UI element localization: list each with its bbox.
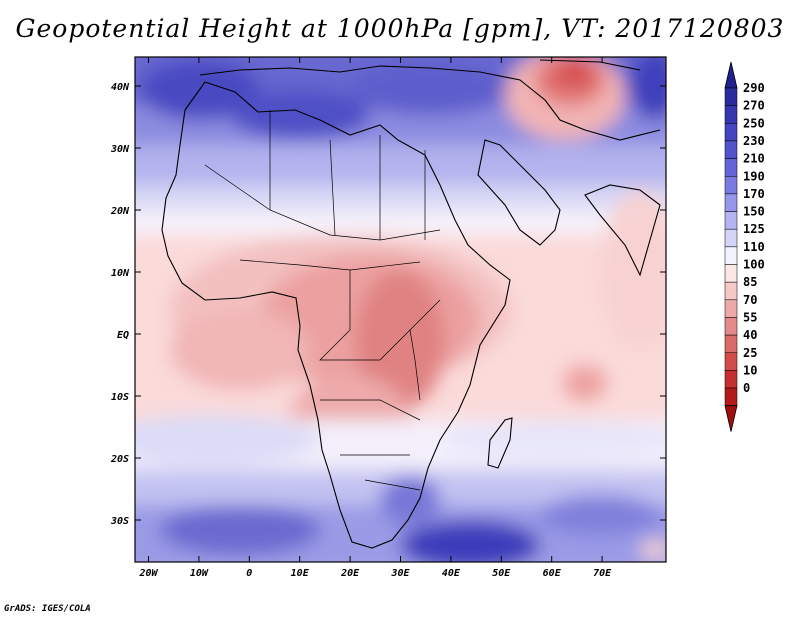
- country-borders: [204, 110, 441, 491]
- colorbar-label: 100: [743, 258, 765, 272]
- lat-label: 20N: [110, 206, 130, 217]
- lon-label: 30E: [390, 568, 410, 579]
- colorbar-label: 190: [743, 169, 765, 183]
- lon-label: 20W: [138, 568, 158, 579]
- colorbar-swatch: [724, 140, 738, 159]
- colorbar-swatch: [724, 87, 738, 106]
- colorbar-label: 110: [743, 240, 765, 254]
- colorbar-swatch: [724, 105, 738, 124]
- lat-label: 10N: [111, 268, 130, 279]
- lat-label: 20S: [110, 454, 129, 465]
- colorbar-swatch: [724, 158, 738, 177]
- lat-label: 30S: [110, 516, 129, 527]
- colorbar-swatch: [724, 370, 738, 389]
- coastlines: [161, 59, 661, 549]
- colorbar-label: 85: [743, 275, 757, 289]
- lat-label: 30N: [110, 144, 130, 155]
- grads-credit: GrADS: IGES/COLA: [4, 604, 91, 614]
- lat-label: EQ: [117, 330, 129, 341]
- colorbar-swatch: [724, 193, 738, 212]
- colorbar-label: 40: [743, 328, 757, 342]
- lon-label: 60E: [543, 568, 562, 579]
- lon-label: 20E: [340, 568, 360, 579]
- lat-label: 40N: [111, 82, 130, 93]
- colorbar-label: 10: [743, 363, 757, 377]
- colorbar-swatch: [724, 299, 738, 318]
- height-field: [135, 57, 666, 562]
- lon-label: 0: [246, 568, 252, 579]
- colorbar: 2902702502302101901701501251101008570554…: [724, 61, 765, 432]
- colorbar-swatch: [724, 176, 738, 195]
- colorbar-label: 170: [743, 187, 765, 201]
- colorbar-label: 270: [743, 99, 765, 113]
- colorbar-swatch: [724, 211, 738, 230]
- lon-label: 50E: [492, 568, 511, 579]
- colorbar-bottom-arrow: [724, 405, 738, 432]
- lat-label: 10S: [111, 392, 129, 403]
- colorbar-label: 25: [743, 346, 757, 360]
- colorbar-label: 230: [743, 134, 765, 148]
- colorbar-label: 210: [743, 152, 765, 166]
- colorbar-swatch: [724, 281, 738, 301]
- colorbar-swatch: [724, 352, 738, 371]
- map-title: Geopotential Height at 1000hPa [gpm], VT…: [15, 14, 785, 43]
- colorbar-swatch: [724, 228, 738, 248]
- colorbar-swatch: [724, 264, 738, 283]
- colorbar-swatch: [724, 317, 738, 336]
- colorbar-label: 125: [743, 222, 765, 236]
- colorbar-swatch: [724, 123, 738, 142]
- colorbar-swatch: [724, 334, 738, 354]
- colorbar-label: 250: [743, 116, 765, 130]
- lon-label: 10E: [291, 568, 310, 579]
- colorbar-label: 55: [743, 310, 757, 324]
- colorbar-label: 290: [743, 81, 765, 95]
- lon-label: 10W: [190, 568, 209, 579]
- colorbar-swatch: [724, 246, 738, 265]
- colorbar-label: 0: [743, 381, 750, 395]
- lon-label: 70E: [593, 568, 612, 579]
- colorbar-label: 70: [743, 293, 757, 307]
- colorbar-label: 150: [743, 205, 765, 219]
- colorbar-top-arrow: [724, 61, 738, 89]
- lon-label: 40E: [442, 568, 461, 579]
- colorbar-swatch: [724, 387, 738, 406]
